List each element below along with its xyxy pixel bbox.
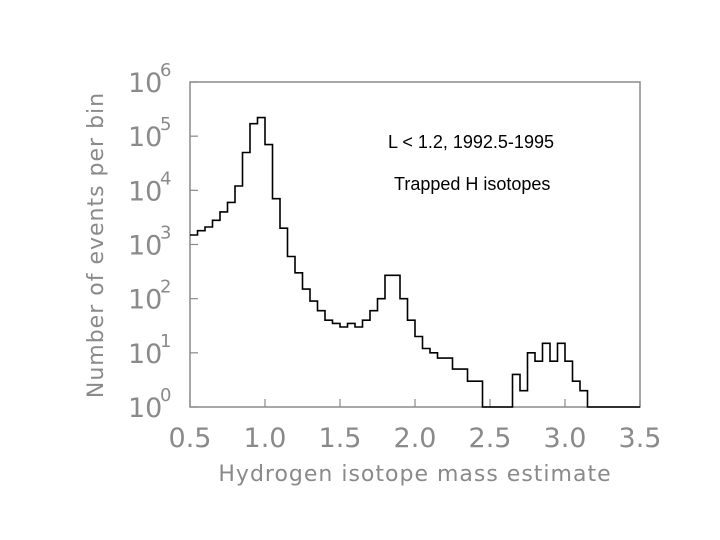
histogram-series <box>190 116 640 408</box>
y-tick-label: 10 <box>128 339 162 370</box>
x-tick-label: 2.0 <box>394 423 437 454</box>
x-tick-label: 3.0 <box>544 423 587 454</box>
y-tick-label: 10 <box>128 393 162 424</box>
y-tick-exponent: 1 <box>160 331 171 352</box>
y-tick-exponent: 3 <box>160 223 171 244</box>
annotation-range: L < 1.2, 1992.5-1995 <box>388 132 554 152</box>
x-tick-label: 0.5 <box>169 423 212 454</box>
x-tick-label: 1.0 <box>244 423 287 454</box>
annotation-species: Trapped H isotopes <box>394 174 550 194</box>
y-tick-label: 10 <box>128 122 162 153</box>
y-tick-exponent: 0 <box>160 385 171 406</box>
x-tick-label: 1.5 <box>319 423 362 454</box>
y-tick-exponent: 5 <box>160 114 171 135</box>
x-tick-label: 3.5 <box>619 423 662 454</box>
y-tick-label: 10 <box>128 68 162 99</box>
y-axis-title: Number of events per bin <box>84 92 109 398</box>
y-tick-exponent: 6 <box>160 60 171 81</box>
x-axis: 0.5 1.0 1.5 2.0 2.5 3.0 3.5 <box>169 399 662 454</box>
y-tick-label: 10 <box>128 285 162 316</box>
x-tick-label: 2.5 <box>469 423 512 454</box>
y-tick-label: 10 <box>128 176 162 207</box>
x-axis-title: Hydrogen isotope mass estimate <box>218 462 611 487</box>
y-tick-exponent: 2 <box>160 277 171 298</box>
plot-frame <box>189 81 641 408</box>
y-tick-label: 10 <box>128 231 162 262</box>
y-tick-exponent: 4 <box>160 168 171 189</box>
